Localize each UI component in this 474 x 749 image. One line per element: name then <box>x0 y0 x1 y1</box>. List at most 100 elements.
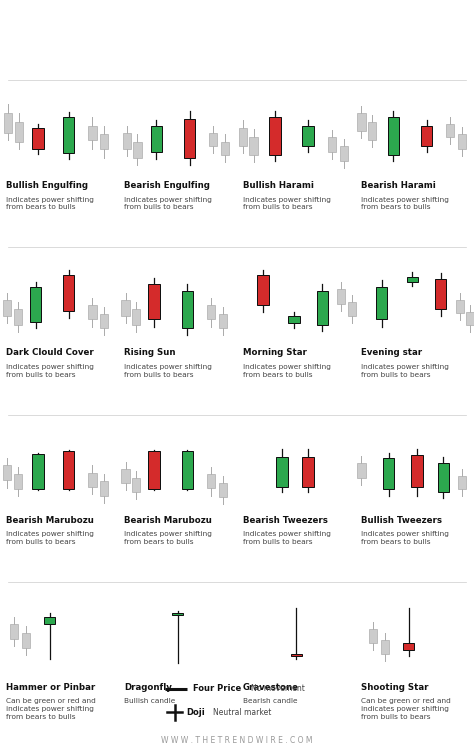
Bar <box>182 451 193 489</box>
Bar <box>339 146 348 161</box>
Bar <box>357 113 365 131</box>
Bar <box>257 275 269 306</box>
Bar <box>88 126 97 140</box>
Text: Can be green or red and
indicates power shifting
from bears to bulls: Can be green or red and indicates power … <box>6 698 96 720</box>
Bar <box>133 142 142 157</box>
Bar <box>207 474 215 488</box>
Bar <box>239 128 247 146</box>
Bar <box>100 135 109 148</box>
Text: Doji: Doji <box>186 708 205 717</box>
Bar <box>411 455 423 487</box>
Bar <box>44 616 55 624</box>
Text: Bearish Tweezers: Bearish Tweezers <box>243 515 328 524</box>
Bar <box>221 142 229 155</box>
Bar <box>172 613 183 615</box>
Text: Indicates power shifting
from bears to bulls: Indicates power shifting from bears to b… <box>361 196 449 210</box>
Bar <box>421 126 432 146</box>
Bar <box>376 287 387 319</box>
Bar <box>88 306 97 319</box>
Bar <box>123 133 131 148</box>
Bar <box>88 473 97 487</box>
Bar <box>357 463 365 478</box>
Text: Four Price: Four Price <box>193 685 241 694</box>
Bar <box>435 279 447 309</box>
Bar <box>446 124 455 137</box>
Text: Shooting Star: Shooting Star <box>361 683 429 692</box>
Text: Bearish Harami: Bearish Harami <box>361 181 436 190</box>
Bar <box>369 629 377 643</box>
Bar <box>100 482 109 496</box>
Text: Indicates power shifting
from bulls to bears: Indicates power shifting from bulls to b… <box>6 364 94 377</box>
Text: Indicates power shifting
from bulls to bears: Indicates power shifting from bulls to b… <box>6 531 94 545</box>
Bar <box>184 119 195 157</box>
Text: Indicates power shifting
from bears to bulls: Indicates power shifting from bears to b… <box>124 531 212 545</box>
Text: Neutral market: Neutral market <box>213 708 272 717</box>
Text: W W W . T H E T R E N D W I R E . C O M: W W W . T H E T R E N D W I R E . C O M <box>161 736 313 745</box>
Text: Dark Clould Cover: Dark Clould Cover <box>6 348 94 357</box>
Text: Indicates power shifting
from bulls to bears: Indicates power shifting from bulls to b… <box>361 364 449 377</box>
Bar <box>291 654 302 655</box>
Bar <box>269 117 281 155</box>
Bar <box>4 113 12 133</box>
Bar <box>381 640 389 654</box>
Bar <box>100 314 109 328</box>
Text: Bullish Engulfing: Bullish Engulfing <box>6 181 88 190</box>
Bar <box>148 451 160 489</box>
Bar <box>302 457 314 487</box>
Bar <box>456 300 464 313</box>
Bar <box>32 454 44 489</box>
Bar <box>132 478 140 492</box>
Text: Bearish Engulfing: Bearish Engulfing <box>124 181 210 190</box>
Bar <box>276 457 288 487</box>
Text: Bearish candle: Bearish candle <box>243 698 297 704</box>
Text: Bearish Marubozu: Bearish Marubozu <box>124 515 212 524</box>
Bar <box>151 126 162 152</box>
Text: Gravestone: Gravestone <box>243 683 299 692</box>
Bar <box>15 122 23 142</box>
Bar <box>148 284 160 319</box>
Bar <box>302 126 314 146</box>
Text: Morning Star: Morning Star <box>243 348 307 357</box>
Text: Bullish Harami: Bullish Harami <box>243 181 314 190</box>
Bar <box>403 643 414 650</box>
Text: Indicates power shifting
from bears to bulls: Indicates power shifting from bears to b… <box>6 196 94 210</box>
Text: Indicates power shifting
from bulls to bears: Indicates power shifting from bulls to b… <box>243 531 331 545</box>
Text: Bullish candle: Bullish candle <box>124 698 176 704</box>
Bar <box>63 275 74 311</box>
Text: Hammer or Pinbar: Hammer or Pinbar <box>6 683 95 692</box>
Bar <box>63 451 74 489</box>
Bar <box>407 277 418 282</box>
Text: Indicates power shifting
from bulls to bears: Indicates power shifting from bulls to b… <box>243 196 331 210</box>
Text: No movement: No movement <box>251 685 305 694</box>
Text: Rising Sun: Rising Sun <box>124 348 176 357</box>
Bar <box>14 309 22 325</box>
Text: Can be green or red and
indicates power shifting
from bulls to bears: Can be green or red and indicates power … <box>361 698 451 720</box>
Bar <box>209 133 218 146</box>
Bar <box>121 300 130 316</box>
Text: Indicates power shifting
from bulls to bears: Indicates power shifting from bulls to b… <box>124 364 212 377</box>
Bar <box>3 465 11 480</box>
Bar <box>383 458 394 489</box>
Bar <box>63 117 74 153</box>
Bar <box>288 316 300 323</box>
Bar <box>348 302 356 316</box>
Text: Bullish Tweezers: Bullish Tweezers <box>361 515 442 524</box>
Bar <box>219 314 227 328</box>
Bar <box>121 469 130 483</box>
Bar <box>30 287 41 322</box>
Text: Indicates power shifting
from bulls to bears: Indicates power shifting from bulls to b… <box>124 196 212 210</box>
Bar <box>328 137 336 152</box>
Bar <box>337 289 346 304</box>
Bar <box>219 483 227 497</box>
Text: Indicates power shifting
from bears to bulls: Indicates power shifting from bears to b… <box>361 531 449 545</box>
Bar <box>388 117 399 155</box>
Bar <box>466 312 474 325</box>
Bar <box>10 624 18 639</box>
Bar <box>132 309 140 325</box>
Text: Indicates power shifting
from bears to bulls: Indicates power shifting from bears to b… <box>243 364 331 377</box>
Bar <box>317 291 328 325</box>
Bar <box>3 300 11 316</box>
Bar <box>438 463 449 492</box>
Bar <box>182 291 193 328</box>
Bar <box>14 474 22 489</box>
